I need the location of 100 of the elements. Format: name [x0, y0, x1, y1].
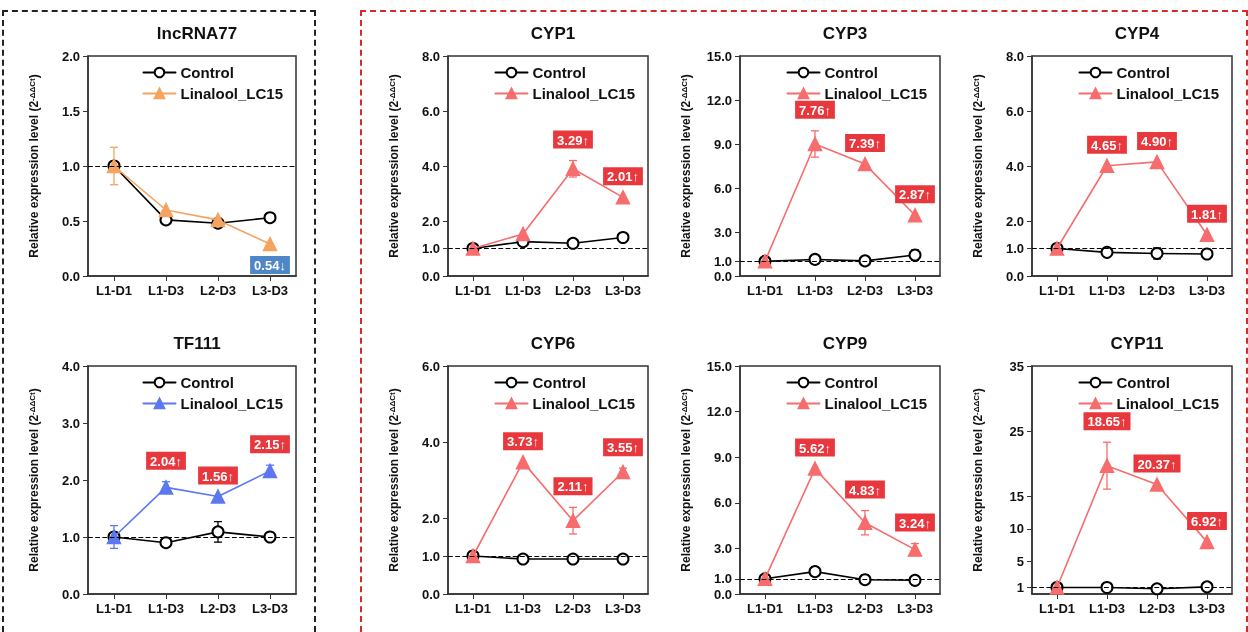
y-axis-title: Relative expression level (2-ΔΔCt) — [27, 388, 41, 572]
y-tick-label: 0.0 — [421, 586, 440, 602]
point — [566, 552, 580, 566]
x-tick-label: L1-D1 — [454, 601, 492, 616]
point — [907, 208, 923, 223]
point — [1100, 580, 1114, 594]
annotation: 4.83↑ — [849, 482, 881, 498]
y-tick-label: 12.0 — [706, 404, 732, 420]
legend-label: Control — [1116, 64, 1170, 81]
chart-title: CYP4 — [1114, 24, 1160, 43]
y-axis-title: Relative expression level (2-ΔΔCt) — [679, 388, 693, 572]
y-tick-label: 2.0 — [61, 48, 80, 64]
y-tick-label: 10 — [1009, 521, 1024, 537]
x-tick-label: L1-D3 — [504, 283, 542, 298]
x-tick-label: L1-D1 — [454, 283, 492, 298]
x-tick-label: L1-D3 — [147, 283, 185, 298]
annotation: 3.29↑ — [557, 132, 589, 148]
point — [857, 156, 873, 172]
y-tick-label: 0.0 — [61, 268, 80, 284]
legend-label: Linalool_LC15 — [180, 395, 284, 412]
point — [807, 136, 823, 152]
point — [1199, 227, 1215, 242]
point — [807, 461, 823, 476]
point — [1099, 458, 1115, 473]
annotation: 2.04↑ — [150, 453, 182, 469]
annotation: 3.73↑ — [507, 434, 539, 450]
point — [515, 226, 531, 242]
legend-label: Linalool_LC15 — [1116, 85, 1220, 102]
point — [262, 463, 278, 479]
x-tick-label: L3-D3 — [1188, 601, 1226, 616]
annotation: 3.24↑ — [899, 515, 931, 531]
legend-label: Control — [824, 374, 878, 391]
y-tick-label: 9.0 — [713, 449, 732, 465]
x-tick-label: L2-D3 — [846, 601, 884, 616]
point — [565, 513, 581, 528]
legend-label: Control — [532, 64, 586, 81]
y-tick-label: 0.0 — [421, 268, 440, 284]
x-tick-label: L3-D3 — [896, 601, 934, 616]
y-tick-label: 0.0 — [61, 586, 80, 602]
point — [615, 190, 631, 205]
point — [210, 212, 226, 228]
point — [615, 464, 631, 480]
x-tick-label: L1-D3 — [796, 283, 834, 298]
legend-label: Control — [824, 64, 878, 81]
x-tick-label: L1-D3 — [147, 601, 185, 616]
x-tick-label: L1-D1 — [95, 283, 133, 298]
y-tick-label: 3.0 — [713, 224, 732, 240]
y-tick-label: 4.0 — [421, 434, 440, 450]
annotation: 2.01↑ — [607, 169, 639, 185]
point — [515, 454, 531, 470]
annotation: 4.65↑ — [1091, 137, 1123, 153]
x-tick-label: L1-D3 — [1088, 601, 1126, 616]
y-tick-label: 15 — [1009, 488, 1024, 504]
y-tick-label: 3.0 — [61, 415, 80, 431]
y-tick-label: 0.0 — [713, 586, 732, 602]
legend-label: Linalool_LC15 — [824, 85, 928, 102]
y-tick-label: 6.0 — [713, 180, 732, 196]
y-tick-label: 3.0 — [713, 540, 732, 556]
annotation: 2.15↑ — [254, 437, 286, 453]
annotation: 4.90↑ — [1141, 133, 1173, 149]
y-tick-label: 0.0 — [1005, 268, 1024, 284]
point — [516, 552, 530, 566]
point — [263, 530, 277, 544]
x-tick-label: L3-D3 — [251, 601, 289, 616]
point — [210, 489, 226, 504]
y-tick-label: 2.0 — [1005, 213, 1024, 229]
legend-label: Control — [1116, 374, 1170, 391]
legend-label: Linalool_LC15 — [532, 85, 636, 102]
legend-label: Control — [180, 374, 234, 391]
x-tick-label: L2-D3 — [554, 283, 592, 298]
x-tick-label: L3-D3 — [251, 283, 289, 298]
x-tick-label: L1-D1 — [746, 601, 784, 616]
legend-label: Control — [532, 374, 586, 391]
legend-label: Control — [180, 64, 234, 81]
y-tick-label: 1.0 — [713, 253, 732, 269]
y-tick-label: 25 — [1009, 423, 1024, 439]
chart-title: CYP6 — [530, 334, 576, 353]
y-tick-label: 6.0 — [713, 495, 732, 511]
y-axis-title: Relative expression level (2-ΔΔCt) — [27, 74, 41, 258]
chart-title: CYP11 — [1110, 334, 1164, 353]
x-tick-label: L3-D3 — [1188, 283, 1226, 298]
y-tick-label: 1 — [1016, 579, 1024, 595]
annotation: 5.62↑ — [799, 440, 831, 456]
annotation: 20.37↑ — [1137, 456, 1177, 472]
legend-label: Linalool_LC15 — [180, 85, 284, 102]
y-tick-label: 8.0 — [1005, 48, 1024, 64]
point — [1200, 580, 1214, 594]
y-tick-label: 6.0 — [421, 358, 440, 374]
y-tick-label: 1.0 — [421, 241, 440, 256]
chart-title: TF111 — [173, 334, 221, 353]
y-tick-label: 4.0 — [1005, 158, 1024, 174]
point — [159, 536, 173, 550]
annotation: 2.87↑ — [899, 187, 931, 203]
x-tick-label: L2-D3 — [554, 601, 592, 616]
point — [158, 480, 174, 495]
point — [211, 525, 225, 539]
y-tick-label: 15.0 — [706, 48, 732, 64]
y-tick-label: 2.0 — [61, 472, 80, 488]
x-tick-label: L3-D3 — [896, 283, 934, 298]
y-tick-label: 35 — [1009, 358, 1024, 374]
